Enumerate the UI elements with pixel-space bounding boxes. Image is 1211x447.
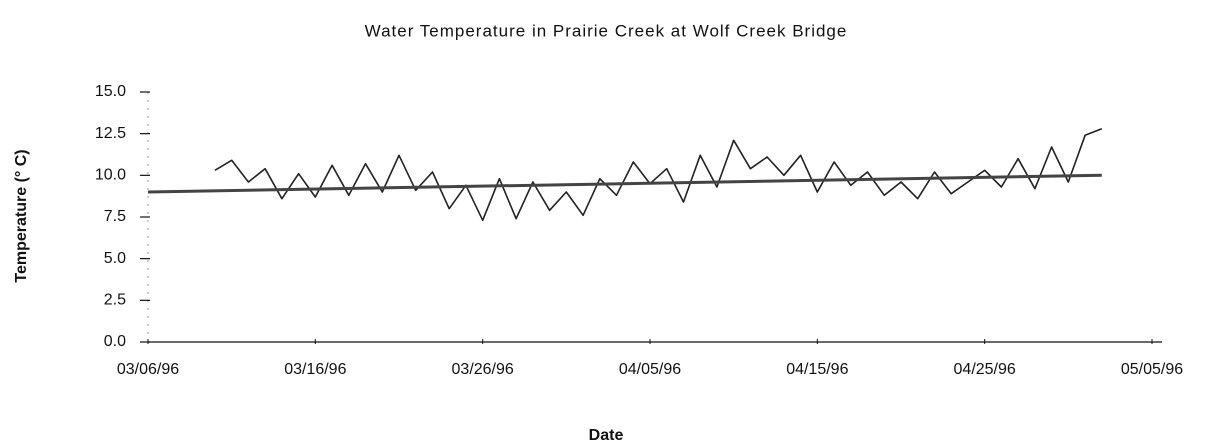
x-tick-label: 04/05/96 <box>619 361 681 378</box>
y-tick-label: 2.5 <box>104 292 126 309</box>
y-tick-label: 15.0 <box>95 83 126 100</box>
y-tick-label: 10.0 <box>95 167 126 184</box>
y-tick-label: 5.0 <box>104 250 126 267</box>
y-tick-label: 12.5 <box>95 125 126 142</box>
x-tick-label: 03/26/96 <box>452 361 514 378</box>
y-tick-label: 7.5 <box>104 208 126 225</box>
data-line <box>214 127 1103 222</box>
x-tick-label: 03/06/96 <box>117 361 179 378</box>
x-tick-label: 04/25/96 <box>954 361 1016 378</box>
y-axis-label: Temperature (° C) <box>13 149 30 282</box>
data-line <box>147 173 1102 194</box>
y-tick-label: 0.0 <box>104 333 126 350</box>
x-axis-label: Date <box>589 427 624 444</box>
x-tick-label: 04/15/96 <box>786 361 848 378</box>
x-tick-label: 03/16/96 <box>284 361 346 378</box>
x-tick-label: 05/05/96 <box>1121 361 1183 378</box>
chart-title: Water Temperature in Prairie Creek at Wo… <box>365 21 848 40</box>
